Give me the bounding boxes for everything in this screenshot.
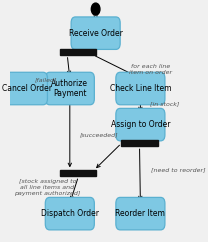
FancyBboxPatch shape — [6, 72, 47, 105]
Circle shape — [91, 3, 100, 15]
FancyBboxPatch shape — [116, 108, 165, 141]
FancyBboxPatch shape — [45, 72, 94, 105]
FancyBboxPatch shape — [45, 197, 94, 230]
Bar — [121, 140, 158, 146]
Text: Assign to Order: Assign to Order — [111, 120, 170, 129]
Text: Check Line Item: Check Line Item — [110, 84, 171, 93]
Text: [failed]: [failed] — [35, 77, 58, 82]
Text: [in stock]: [in stock] — [150, 102, 179, 107]
Bar — [60, 49, 97, 55]
Text: Receive Order: Receive Order — [69, 29, 123, 38]
Text: [need to reorder]: [need to reorder] — [151, 167, 205, 173]
Text: [stock assigned to
all line items and
payment authorized]: [stock assigned to all line items and pa… — [14, 179, 81, 196]
Text: Reorder Item: Reorder Item — [115, 209, 165, 218]
FancyBboxPatch shape — [116, 197, 165, 230]
Text: Dispatch Order: Dispatch Order — [41, 209, 99, 218]
Text: for each line
item on order: for each line item on order — [129, 64, 172, 75]
FancyBboxPatch shape — [116, 72, 165, 105]
FancyBboxPatch shape — [71, 17, 120, 49]
Text: [succeeded]: [succeeded] — [79, 132, 118, 137]
Bar — [60, 170, 97, 176]
Text: Authorize
Payment: Authorize Payment — [51, 79, 88, 98]
Text: Cancel Order: Cancel Order — [2, 84, 52, 93]
